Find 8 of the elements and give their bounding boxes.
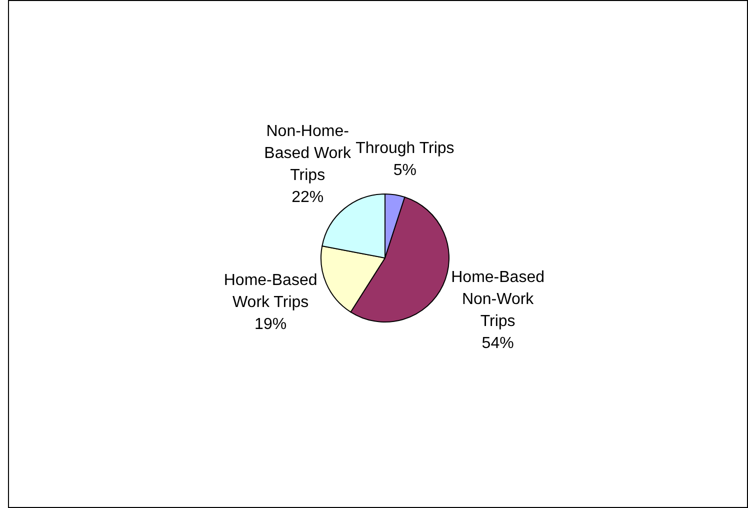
slice-label: Home-Based Work Trips [224, 272, 318, 312]
data-label: 22% [292, 188, 324, 206]
data-label: 54% [482, 334, 514, 352]
data-label: 5% [393, 162, 417, 180]
slice-label: Home-Based Non-Work Trips [451, 268, 545, 330]
slice-label: Non-Home-Based Work Trips [264, 122, 352, 184]
slice-label: Through Trips [356, 140, 454, 158]
data-label: 19% [254, 316, 287, 334]
